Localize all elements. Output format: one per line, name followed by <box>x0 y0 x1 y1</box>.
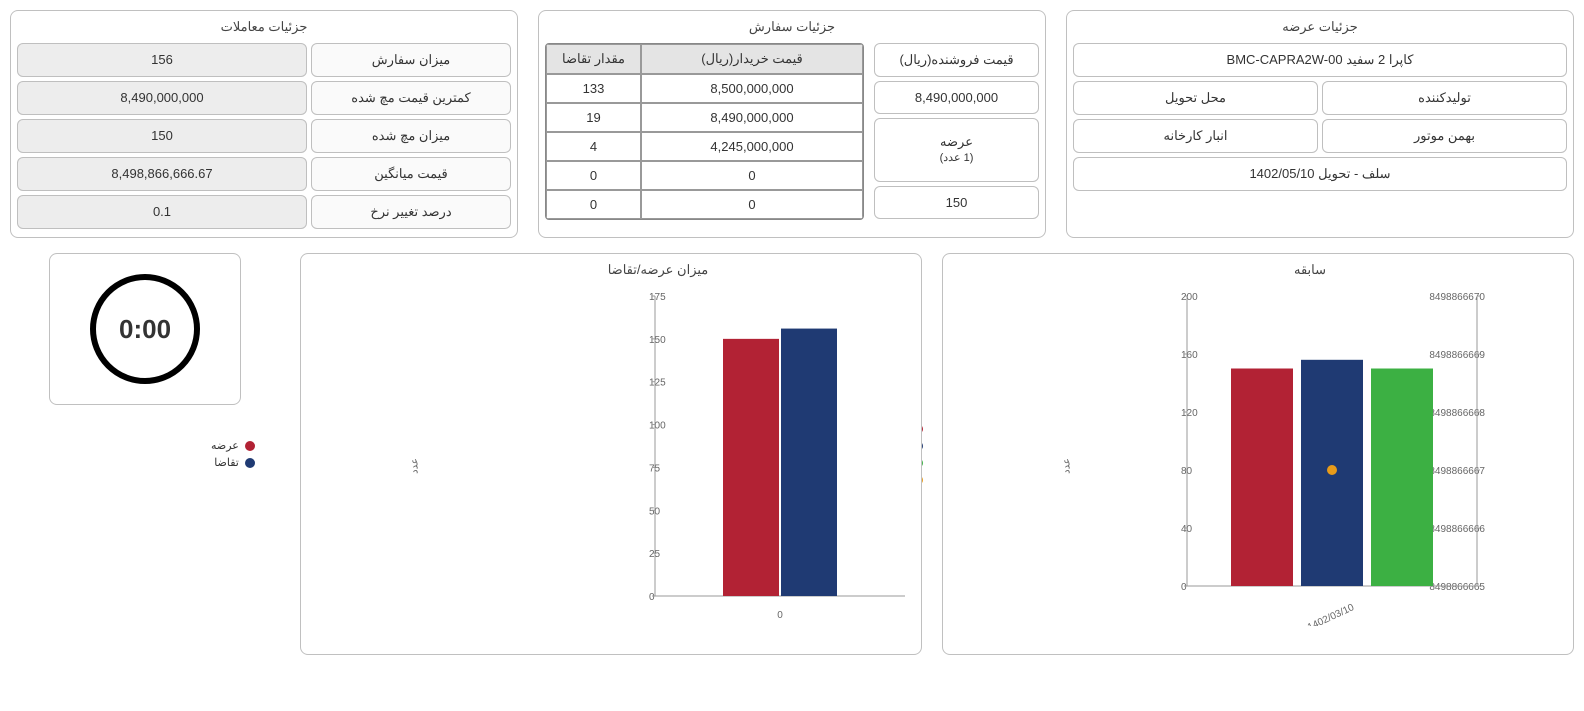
bid-qty: 4 <box>546 132 641 161</box>
supply-demand-chart-title: میزان عرضه/تقاضا <box>401 258 915 286</box>
timer-value: 0:00 <box>119 314 171 345</box>
supply-demand-chart-panel: میزان عرضه/تقاضا 02550751001251501750عدد… <box>300 253 922 655</box>
trade-label: میزان مچ شده <box>311 119 511 153</box>
history-chart: 0408012016020084988666658498866666849886… <box>1147 286 1567 626</box>
seller-price-value: 8,490,000,000 <box>874 81 1039 114</box>
trade-value: 0.1 <box>17 195 307 229</box>
trade-value: 156 <box>17 43 307 77</box>
svg-text:100: 100 <box>649 421 666 432</box>
bid-row: 8,500,000,000133 <box>546 74 863 103</box>
trade-value: 8,490,000,000 <box>17 81 307 115</box>
price-point <box>1327 465 1337 475</box>
svg-text:200: 200 <box>1181 292 1198 303</box>
trade-row: قیمت میانگین8,498,866,666.67 <box>17 157 511 191</box>
trade-label: درصد تغییر نرخ <box>311 195 511 229</box>
bid-row: 00 <box>546 161 863 190</box>
bid-qty-header: مقدار تقاضا <box>546 44 641 74</box>
svg-text:0: 0 <box>1181 582 1187 593</box>
trade-row: کمترین قیمت مچ شده8,490,000,000 <box>17 81 511 115</box>
bid-price: 4,245,000,000 <box>641 132 863 161</box>
bid-qty: 0 <box>546 190 641 219</box>
seller-price-label: قیمت فروشنده(ریال) <box>874 43 1039 77</box>
svg-text:150: 150 <box>649 335 666 346</box>
svg-text:175: 175 <box>649 292 666 303</box>
trade-row: میزان سفارش156 <box>17 43 511 77</box>
bar-معامله <box>1371 369 1433 587</box>
svg-text:160: 160 <box>1181 350 1198 361</box>
producer-label: تولیدکننده <box>1322 81 1567 115</box>
trade-row: درصد تغییر نرخ0.1 <box>17 195 511 229</box>
bid-row: 8,490,000,00019 <box>546 103 863 132</box>
supply-details-panel: جزئیات عرضه کاپرا 2 سفید BMC-CAPRA2W-00 … <box>1066 10 1574 238</box>
bid-price-header: قیمت خریدار(ریال) <box>641 44 863 74</box>
bid-row: 4,245,000,0004 <box>546 132 863 161</box>
order-details-panel: جزئیات سفارش قیمت فروشنده(ریال) 8,490,00… <box>538 10 1046 238</box>
svg-text:125: 125 <box>649 378 666 389</box>
bid-price: 0 <box>641 190 863 219</box>
trade-label: میزان سفارش <box>311 43 511 77</box>
history-chart-title: سابقه <box>1053 258 1567 286</box>
order-panel-title: جزئیات سفارش <box>545 15 1039 43</box>
svg-text:0: 0 <box>649 592 655 603</box>
timer-circle: 0:00 <box>90 274 200 384</box>
supply-demand-chart: 02550751001251501750 <box>615 286 915 626</box>
history-chart-panel: سابقه 0408012016020084988666658498866666… <box>942 253 1574 655</box>
bid-row: 00 <box>546 190 863 219</box>
bar-عرضه <box>723 339 779 596</box>
supply-qty-value: 150 <box>874 186 1039 219</box>
product-name: کاپرا 2 سفید BMC-CAPRA2W-00 <box>1073 43 1567 77</box>
bar-عرضه <box>1231 369 1293 587</box>
svg-text:0: 0 <box>777 610 783 621</box>
bid-qty: 19 <box>546 103 641 132</box>
trade-panel-title: جزئیات معاملات <box>17 15 511 43</box>
producer-value: بهمن موتور <box>1322 119 1567 153</box>
trade-value: 8,498,866,666.67 <box>17 157 307 191</box>
bar-تقاضا <box>781 329 837 596</box>
supply-panel-title: جزئیات عرضه <box>1073 15 1567 43</box>
delivery-place-label: محل تحویل <box>1073 81 1318 115</box>
bid-price: 8,490,000,000 <box>641 103 863 132</box>
trade-value: 150 <box>17 119 307 153</box>
bid-price: 8,500,000,000 <box>641 74 863 103</box>
trade-row: میزان مچ شده150 <box>17 119 511 153</box>
bid-qty: 133 <box>546 74 641 103</box>
svg-text:120: 120 <box>1181 408 1198 419</box>
supply-demand-chart-legend: عرضهتقاضا <box>211 435 255 473</box>
delivery-info: سلف - تحویل 1402/05/10 <box>1073 157 1567 191</box>
bid-price: 0 <box>641 161 863 190</box>
supply-qty-label: عرضه (1 عدد) <box>874 118 1039 182</box>
delivery-place-value: انبار کارخانه <box>1073 119 1318 153</box>
bid-table: قیمت خریدار(ریال) مقدار تقاضا 8,500,000,… <box>545 43 864 220</box>
bid-qty: 0 <box>546 161 641 190</box>
trade-details-panel: جزئیات معاملات میزان سفارش156کمترین قیمت… <box>10 10 518 238</box>
trade-label: قیمت میانگین <box>311 157 511 191</box>
trade-label: کمترین قیمت مچ شده <box>311 81 511 115</box>
svg-text:1402/03/10: 1402/03/10 <box>1306 602 1356 626</box>
